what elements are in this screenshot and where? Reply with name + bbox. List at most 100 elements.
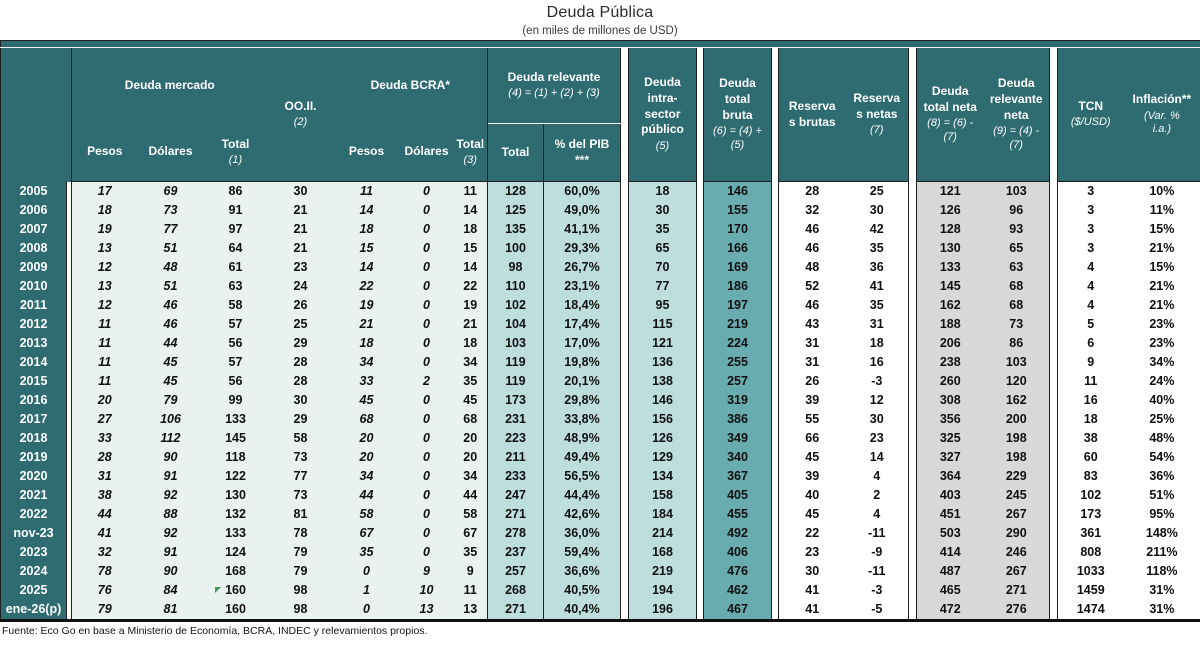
column-gap [771,391,779,410]
cell-pib: 42,6% [543,505,621,524]
cell-total-bcra: 45 [453,391,488,410]
cell-inflacion: 54% [1123,448,1200,467]
cell-total-neta: 121 [916,181,984,201]
cell-pesos-mercado: 38 [71,486,138,505]
cell-total-neta: 503 [916,524,984,543]
cell-intra-sector: 168 [628,543,697,562]
cell-pesos-bcra: 22 [333,277,400,296]
column-gap [771,372,779,391]
cell-pesos-mercado: 12 [71,296,138,315]
cell-ooii: 24 [267,277,334,296]
cell-pib: 20,1% [543,372,621,391]
column-gap [66,524,72,543]
column-gap [908,429,917,448]
header-total-mercado: Total (1) [203,123,268,182]
column-gap [620,391,629,410]
column-gap [771,543,779,562]
cell-tcn: 4 [1057,296,1124,315]
column-gap [696,372,704,391]
column-gap [696,277,704,296]
cell-intra-sector: 196 [628,600,697,621]
row-label: 2006 [0,201,67,220]
column-gap [908,600,917,621]
cell-inflacion: 21% [1123,296,1200,315]
cell-pib: 56,5% [543,467,621,486]
column-gap [620,315,629,334]
column-gap [696,505,704,524]
column-gap [66,296,72,315]
header-deuda-relevante-neta: Deuda relevante neta (9) = (4) - (7) [983,47,1050,182]
cell-reservas-brutas: 31 [778,353,846,372]
cell-intra-sector: 219 [628,562,697,581]
column-gap [908,524,917,543]
header-deuda-total-neta: Deuda total neta (8) = (6) - (7) [916,47,984,182]
column-gap [1049,201,1058,220]
column-gap [66,315,72,334]
cell-total-bruta: 255 [703,353,772,372]
column-gap [620,505,629,524]
cell-total-mercado: 132 [203,505,268,524]
column-gap [696,429,704,448]
cell-total-bcra: 35 [453,543,488,562]
cell-total-bcra: 21 [453,315,488,334]
cell-pesos-bcra: 67 [333,524,400,543]
column-gap [771,467,779,486]
column-gap [1049,181,1058,201]
column-gap [66,372,72,391]
cell-relevante-neta: 198 [983,448,1050,467]
cell-pesos-bcra: 45 [333,391,400,410]
cell-total-bcra: 34 [453,353,488,372]
cell-total-bcra: 20 [453,448,488,467]
cell-total-bcra: 11 [453,581,488,600]
column-gap [66,220,72,239]
cell-relevante-neta: 290 [983,524,1050,543]
column-gap [1049,353,1058,372]
cell-relevante-neta: 246 [983,543,1050,562]
table-row: 2019 28 90 118 73 20 0 20 211 49,4% 129 340 45 14 327 1… [0,448,1200,467]
cell-inflacion: 36% [1123,467,1200,486]
cell-pib: 48,9% [543,429,621,448]
cell-total-bruta: 155 [703,201,772,220]
cell-total-neta: 133 [916,258,984,277]
cell-total-neta: 126 [916,201,984,220]
column-gap [771,220,779,239]
cell-reservas-netas: -11 [845,562,909,581]
cell-total-mercado: 160 [203,581,268,600]
cell-reservas-brutas: 45 [778,448,846,467]
cell-total-neta: 327 [916,448,984,467]
cell-total-mercado: 122 [203,467,268,486]
column-gap [66,448,72,467]
column-gap [1049,296,1058,315]
cell-pesos-mercado: 76 [71,581,138,600]
column-gap [696,334,704,353]
cell-reservas-netas: 31 [845,315,909,334]
source-note: Fuente: Eco Go en base a Ministerio de E… [2,625,428,637]
table-row: 2010 13 51 63 24 22 0 22 110 23,1% 77 186 52 41 145 68 4… [0,277,1200,296]
cell-total-mercado: 124 [203,543,268,562]
cell-ooii: 79 [267,562,334,581]
cell-dolares-mercado: 46 [137,315,204,334]
cell-total-bcra: 68 [453,410,488,429]
cell-pesos-bcra: 21 [333,315,400,334]
cell-pib: 49,0% [543,201,621,220]
cell-pesos-bcra: 35 [333,543,400,562]
column-gap [1049,334,1058,353]
cell-inflacion: 40% [1123,391,1200,410]
cell-dolares-mercado: 81 [137,600,204,621]
cell-reservas-netas: 36 [845,258,909,277]
cell-total-bcra: 11 [453,181,488,201]
cell-pib: 60,0% [543,181,621,201]
column-gap [771,277,779,296]
cell-total-relevante: 128 [487,181,544,201]
cell-dolares-bcra: 0 [399,391,454,410]
cell-total-bruta: 146 [703,181,772,201]
header-total-bcra: Total (3) [453,123,488,182]
cell-ooii: 29 [267,410,334,429]
cell-relevante-neta: 267 [983,562,1050,581]
column-gap [620,181,629,201]
cell-total-neta: 325 [916,429,984,448]
table-row: 2016 20 79 99 30 45 0 45 173 29,8% 146 319 39 12 308 16… [0,391,1200,410]
cell-pesos-mercado: 32 [71,543,138,562]
cell-inflacion: 15% [1123,258,1200,277]
cell-tcn: 361 [1057,524,1124,543]
